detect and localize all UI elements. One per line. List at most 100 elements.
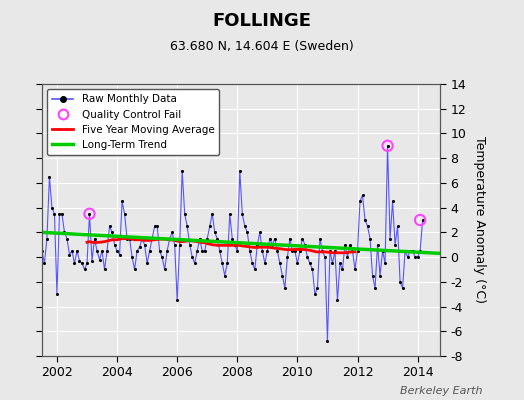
Point xyxy=(241,223,249,229)
Point xyxy=(266,235,274,242)
Point xyxy=(398,285,407,291)
Point xyxy=(408,248,417,254)
Point xyxy=(215,248,224,254)
Point xyxy=(233,248,242,254)
Point xyxy=(413,254,422,260)
Point xyxy=(143,260,151,266)
Point xyxy=(73,248,81,254)
Point xyxy=(118,198,126,205)
Point xyxy=(98,248,106,254)
Point xyxy=(228,235,236,242)
Point xyxy=(348,248,357,254)
Point xyxy=(140,242,149,248)
Point xyxy=(346,242,354,248)
Point xyxy=(188,254,196,260)
Point xyxy=(28,211,36,217)
Point xyxy=(283,254,291,260)
Point xyxy=(273,248,281,254)
Point xyxy=(100,266,108,273)
Point xyxy=(198,248,206,254)
Point xyxy=(160,266,169,273)
Point xyxy=(336,260,344,266)
Point xyxy=(138,235,146,242)
Point xyxy=(258,248,267,254)
Point xyxy=(23,255,31,262)
Point xyxy=(321,254,329,260)
Point xyxy=(301,242,309,248)
Point xyxy=(170,242,179,248)
Point xyxy=(185,242,194,248)
Point xyxy=(80,266,89,273)
Point xyxy=(281,285,289,291)
Point xyxy=(60,229,69,236)
Point xyxy=(183,223,191,229)
Point xyxy=(378,248,387,254)
Point xyxy=(361,217,369,223)
Point xyxy=(150,223,159,229)
Point xyxy=(339,266,347,273)
Point xyxy=(236,167,244,174)
Point xyxy=(323,338,332,344)
Point xyxy=(158,254,166,260)
Point xyxy=(173,297,181,304)
Point xyxy=(50,211,59,217)
Point xyxy=(32,229,41,236)
Point xyxy=(193,248,201,254)
Point xyxy=(256,229,264,236)
Point xyxy=(313,285,322,291)
Point xyxy=(328,260,336,266)
Point xyxy=(419,217,427,223)
Point xyxy=(85,211,94,217)
Legend: Raw Monthly Data, Quality Control Fail, Five Year Moving Average, Long-Term Tren: Raw Monthly Data, Quality Control Fail, … xyxy=(47,89,220,155)
Point xyxy=(376,272,384,279)
Point xyxy=(128,254,136,260)
Point xyxy=(248,260,257,266)
Point xyxy=(353,248,362,254)
Point xyxy=(374,242,382,248)
Point xyxy=(401,248,409,254)
Point xyxy=(43,235,51,242)
Point xyxy=(411,254,419,260)
Point xyxy=(253,242,261,248)
Point xyxy=(53,291,61,297)
Point xyxy=(85,211,94,217)
Point xyxy=(276,260,284,266)
Point xyxy=(238,211,246,217)
Point xyxy=(231,242,239,248)
Point xyxy=(201,248,209,254)
Point xyxy=(125,235,134,242)
Point xyxy=(108,229,116,236)
Point xyxy=(363,223,372,229)
Point xyxy=(296,248,304,254)
Point xyxy=(30,214,39,221)
Point xyxy=(146,248,154,254)
Point xyxy=(316,235,324,242)
Point xyxy=(388,198,397,205)
Point xyxy=(263,248,271,254)
Point xyxy=(343,254,352,260)
Point xyxy=(111,242,119,248)
Point xyxy=(123,235,131,242)
Point xyxy=(166,235,174,242)
Point xyxy=(83,260,91,266)
Point xyxy=(326,248,334,254)
Point xyxy=(308,266,316,273)
Point xyxy=(153,223,161,229)
Point xyxy=(156,248,164,254)
Point xyxy=(391,242,399,248)
Point xyxy=(371,285,379,291)
Point xyxy=(243,229,252,236)
Point xyxy=(311,291,319,297)
Point xyxy=(55,211,63,217)
Point xyxy=(213,235,222,242)
Point xyxy=(386,235,394,242)
Text: FOLLINGE: FOLLINGE xyxy=(213,12,311,30)
Point xyxy=(35,242,43,248)
Point xyxy=(286,235,294,242)
Point xyxy=(48,204,56,211)
Point xyxy=(288,248,297,254)
Point xyxy=(366,235,374,242)
Point xyxy=(130,266,139,273)
Point xyxy=(351,266,359,273)
Point xyxy=(298,235,307,242)
